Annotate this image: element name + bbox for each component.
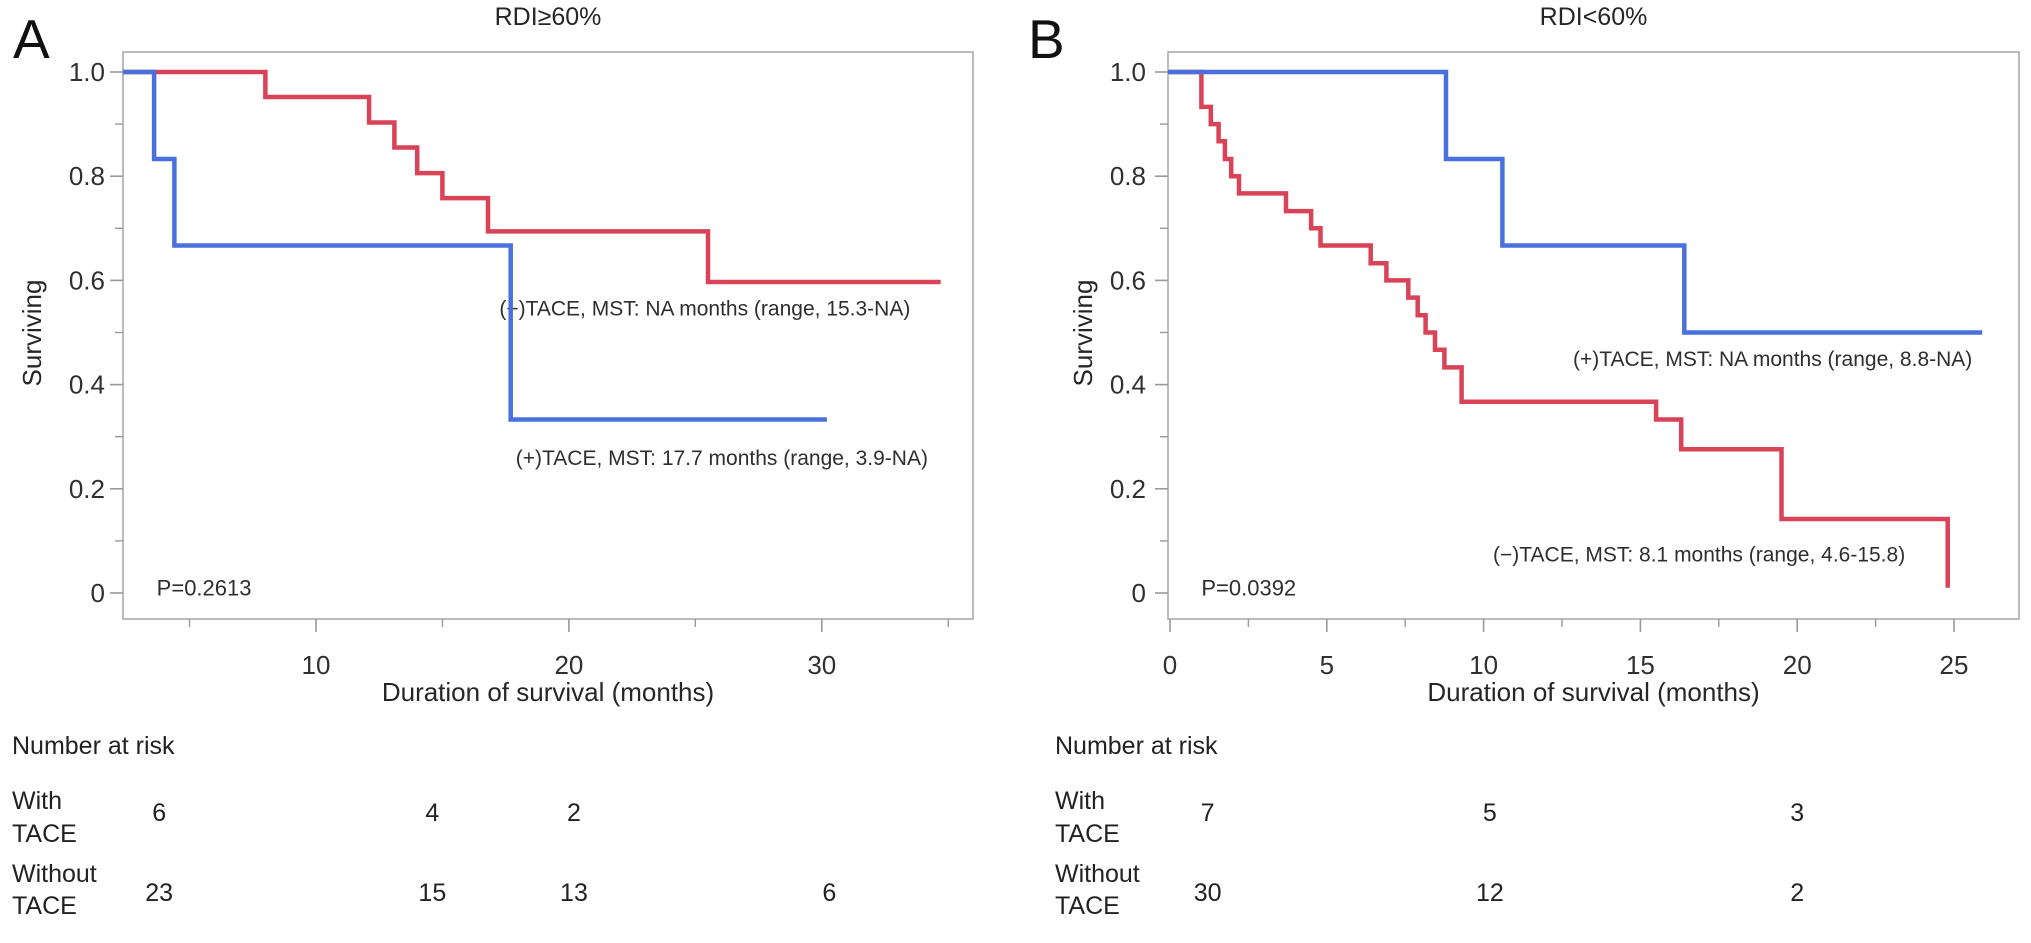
risk-count: 23	[145, 879, 173, 907]
p-value-label: P=0.2613	[157, 575, 252, 600]
risk-count: 15	[418, 879, 446, 907]
risk-row-label: With	[1055, 787, 1105, 815]
risk-count: 2	[1790, 879, 1804, 907]
risk-row-label: Without	[12, 860, 97, 888]
survival-curve-with-tace	[1168, 69, 1983, 335]
risk-row-label: With	[12, 787, 62, 815]
x-axis-title: Duration of survival (months)	[1427, 677, 1759, 707]
risk-count: 13	[560, 879, 588, 907]
x-tick-label: 25	[1940, 650, 1969, 680]
survival-curve-with-tace	[123, 69, 827, 422]
risk-row-label: Without	[1055, 860, 1140, 888]
y-axis-title: Surviving	[17, 280, 47, 387]
risk-count: 3	[1790, 799, 1804, 827]
panel-letter: B	[1028, 8, 1065, 70]
y-tick-label: 0.4	[1110, 370, 1146, 400]
plot-frame	[1167, 51, 2020, 620]
number-at-risk-heading: Number at risk	[12, 732, 175, 760]
risk-count: 4	[425, 799, 439, 827]
x-tick-label: 0	[1163, 650, 1177, 680]
series-annotation-blue: (+)TACE, MST: 17.7 months (range, 3.9-NA…	[516, 447, 928, 470]
plot-frame	[122, 51, 974, 620]
km-panel-B: RDI<60%B0 5 10 15 20 251.00.80.60.40.20Durati…	[1028, 3, 2020, 920]
x-tick-label: 15	[1626, 650, 1655, 680]
series-annotation-blue: (+)TACE, MST: NA months (range, 8.8-NA)	[1573, 348, 1972, 371]
km-panel-A: RDI≥60% A 10 20 30 1.0 0.8 0.6 0.4 0.2 0 Duration o…	[12, 3, 974, 920]
panel-title: RDI<60%	[1540, 3, 1648, 31]
risk-count: 2	[567, 799, 581, 827]
y-tick-label: 0.2	[1110, 474, 1146, 504]
x-tick-label: 30	[807, 650, 836, 680]
y-tick-label: 0	[91, 578, 105, 608]
y-tick-label: 0.8	[69, 161, 105, 191]
risk-count: 6	[822, 879, 836, 907]
risk-count: 30	[1194, 879, 1222, 907]
x-axis-title: Duration of survival (months)	[382, 677, 714, 707]
x-tick-label: 5	[1320, 650, 1334, 680]
risk-row-label: TACE	[1055, 892, 1120, 920]
x-tick-label: 10	[1469, 650, 1498, 680]
risk-row-label: TACE	[1055, 820, 1120, 848]
panel-letter: A	[13, 8, 50, 70]
survival-curve-without-tace	[1168, 69, 1950, 588]
series-annotation-red: (−)TACE, MST: 8.1 months (range, 4.6-15.…	[1493, 543, 1905, 566]
y-tick-label: 0	[1132, 578, 1146, 608]
y-tick-label: 0.6	[1110, 265, 1146, 295]
risk-row-label: TACE	[12, 820, 77, 848]
y-tick-label: 0.4	[69, 370, 105, 400]
series-annotation-red: (−)TACE, MST: NA months (range, 15.3-NA)	[499, 298, 910, 321]
x-tick-label: 10	[302, 650, 331, 680]
risk-count: 6	[152, 799, 166, 827]
y-tick-label: 1.0	[69, 57, 105, 87]
x-tick-label: 20	[554, 650, 583, 680]
risk-count: 7	[1201, 799, 1215, 827]
number-at-risk-heading: Number at risk	[1055, 732, 1218, 760]
risk-count: 5	[1483, 799, 1497, 827]
risk-row-label: TACE	[12, 892, 77, 920]
y-tick-label: 1.0	[1110, 57, 1146, 87]
x-tick-label: 20	[1783, 650, 1812, 680]
panel-title: RDI≥60%	[495, 3, 602, 31]
survival-curve-without-tace	[123, 69, 941, 285]
y-tick-label: 0.6	[69, 265, 105, 295]
p-value-label: P=0.0392	[1201, 575, 1296, 600]
risk-count: 12	[1476, 879, 1504, 907]
y-tick-label: 0.2	[69, 474, 105, 504]
y-axis-title: Surviving	[1068, 280, 1098, 387]
y-tick-label: 0.8	[1110, 161, 1146, 191]
